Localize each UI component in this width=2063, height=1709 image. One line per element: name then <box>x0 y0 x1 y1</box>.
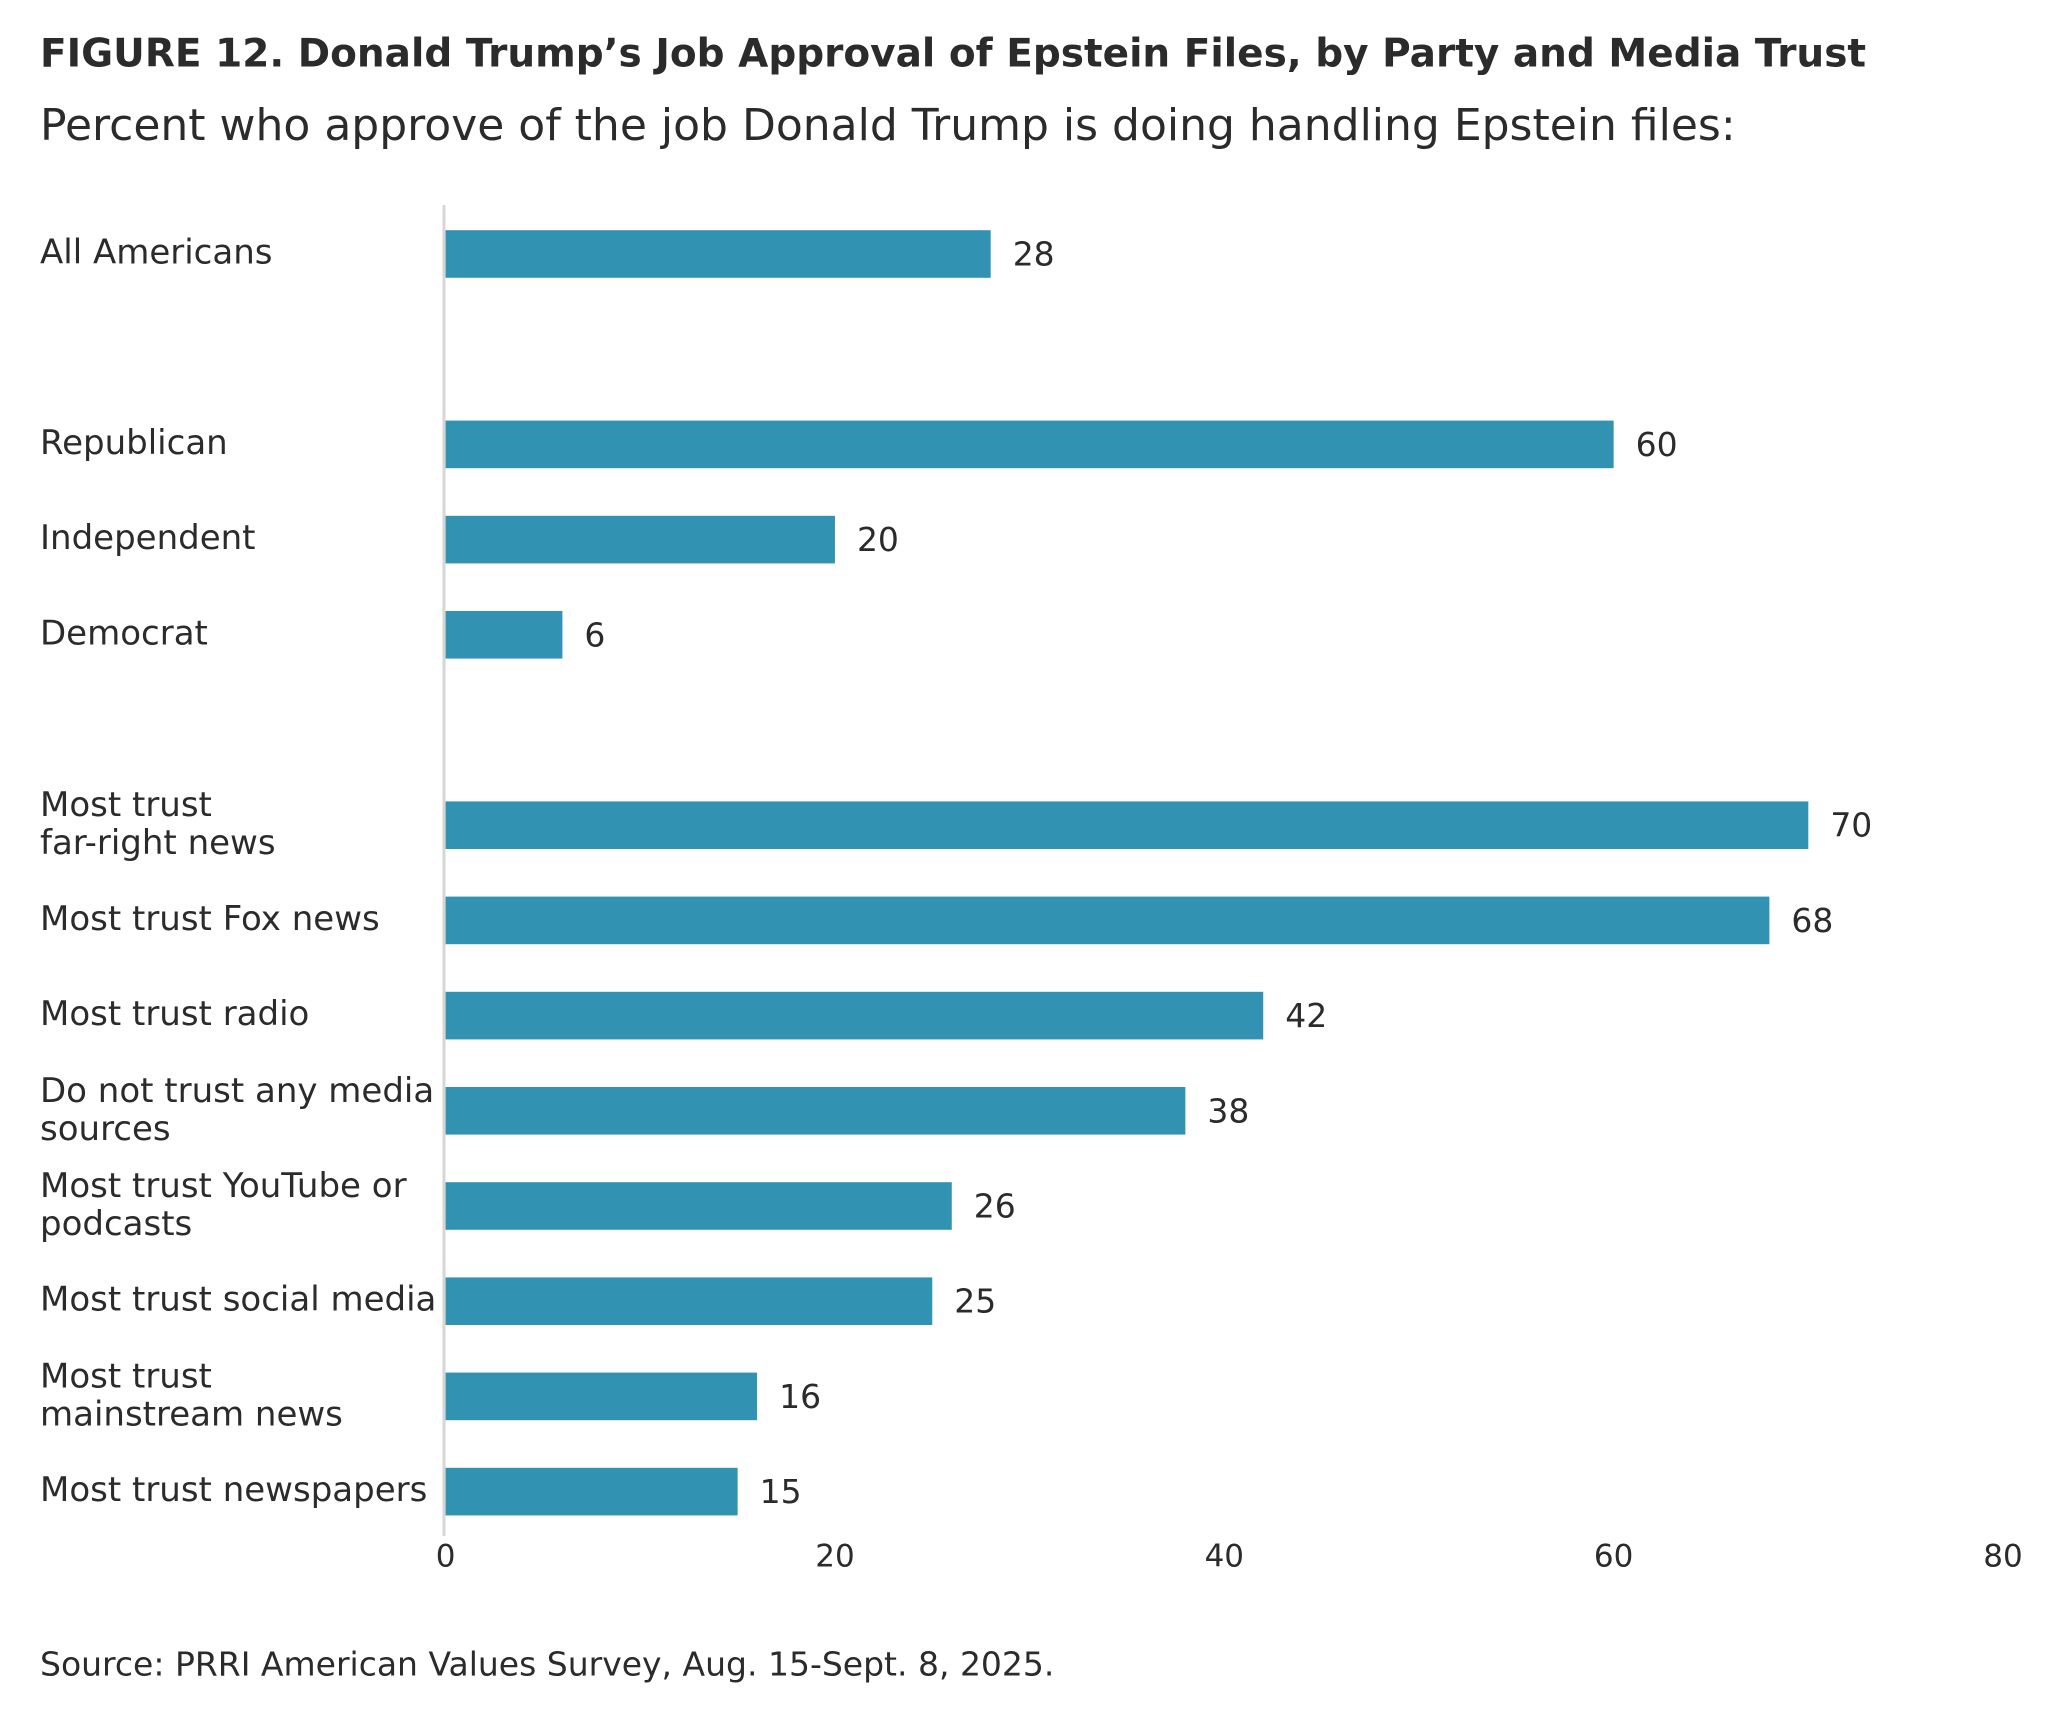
bar <box>445 896 1770 945</box>
value-label: 42 <box>1285 996 1327 1035</box>
bar <box>445 1467 738 1516</box>
bar <box>445 1372 758 1421</box>
bar <box>445 515 835 564</box>
x-tick-label: 40 <box>1205 1539 1244 1575</box>
value-label: 25 <box>954 1282 996 1321</box>
chart-subtitle: Percent who approve of the job Donald Tr… <box>40 100 1736 151</box>
x-tick-label: 60 <box>1594 1539 1633 1575</box>
x-tick-label: 20 <box>815 1539 854 1575</box>
value-label: 68 <box>1791 901 1833 940</box>
value-label: 15 <box>760 1472 802 1511</box>
bar <box>445 801 1809 849</box>
category-label: Most trust YouTube or podcasts <box>40 1165 407 1243</box>
bar <box>445 420 1614 469</box>
category-label: Most trust mainstream news <box>40 1356 343 1434</box>
value-label: 6 <box>584 615 605 654</box>
category-label: Republican <box>40 423 228 463</box>
value-label: 28 <box>1013 235 1055 274</box>
bar <box>445 1182 952 1230</box>
category-label: Most trust radio <box>40 994 309 1034</box>
category-label: Most trust newspapers <box>40 1470 427 1510</box>
bar <box>445 1087 1186 1135</box>
value-label: 60 <box>1636 425 1678 464</box>
category-label: Do not trust any media sources <box>40 1070 434 1148</box>
category-label: Most trust social media <box>40 1280 436 1320</box>
x-tick-label: 0 <box>436 1539 456 1575</box>
value-label: 70 <box>1830 806 1872 845</box>
bar <box>445 230 991 278</box>
category-label: All Americans <box>40 233 272 273</box>
category-label: Most trust far-right news <box>40 785 276 863</box>
chart-title: FIGURE 12. Donald Trump’s Job Approval o… <box>40 32 1866 77</box>
bar <box>445 991 1264 1040</box>
value-label: 20 <box>857 520 899 559</box>
value-label: 16 <box>779 1377 821 1416</box>
value-label: 38 <box>1207 1091 1249 1130</box>
bar <box>445 611 563 659</box>
category-label: Independent <box>40 518 256 558</box>
category-label: Most trust Fox news <box>40 899 380 939</box>
x-tick-label: 80 <box>1983 1539 2022 1575</box>
bar <box>445 1277 933 1325</box>
category-label: Democrat <box>40 613 208 653</box>
value-label: 26 <box>974 1187 1016 1226</box>
source-note: Source: PRRI American Values Survey, Aug… <box>40 1645 1054 1684</box>
